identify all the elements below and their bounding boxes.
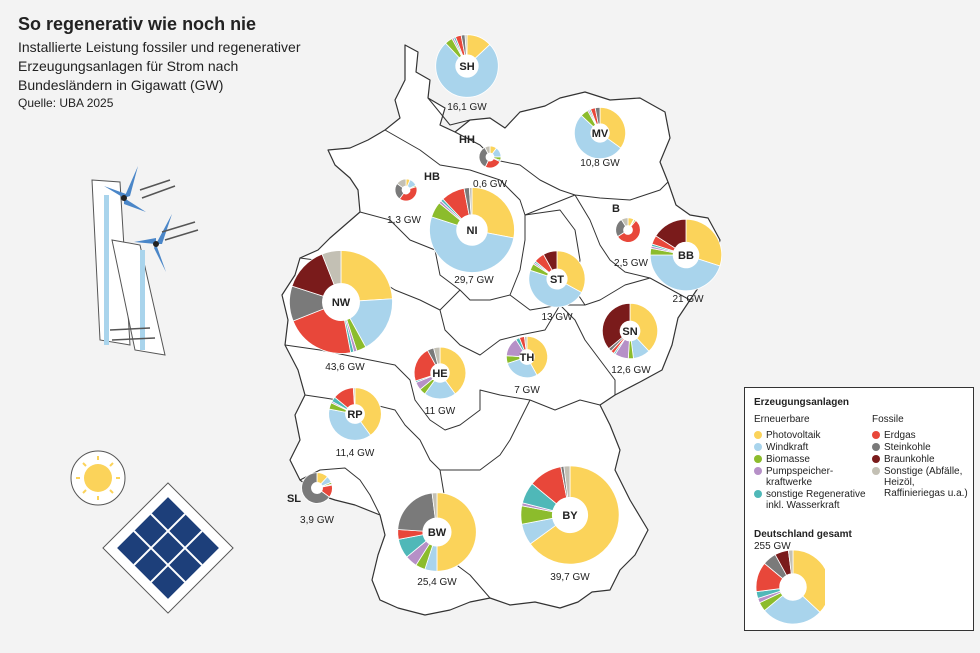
state-total-label-sh: 16,1 GW [447, 102, 487, 113]
state-pie-hb: HB 1,3 GW [387, 171, 440, 226]
legend-item: Photovoltaik [754, 430, 870, 441]
pie-ni-slice-windkraft [429, 216, 515, 273]
state-code-rp: RP [347, 409, 362, 421]
pie-b-hole [623, 225, 633, 235]
state-pie-nw: NW 43,6 GW [289, 250, 393, 373]
pie-hb-hole [402, 186, 410, 194]
state-pie-b: B 2,5 GW [612, 203, 648, 269]
state-pie-ni: NI 29,7 GW [429, 187, 515, 286]
pie-mv-hole [590, 123, 610, 143]
germany-total-pie [755, 549, 825, 625]
legend-item: Erdgas [872, 430, 970, 441]
legend-item: Biomasse [754, 454, 870, 465]
state-pie-rp: RP 11,4 GW [328, 387, 382, 459]
germany-outline [281, 44, 721, 616]
pie-st-hole [546, 268, 568, 290]
state-total-label-th: 7 GW [514, 385, 540, 396]
state-total-label-sl: 3,9 GW [300, 515, 334, 526]
legend-item: Sonstige (Abfälle, Heizöl, Raffinieriega… [872, 466, 970, 499]
state-total-label-hb: 1,3 GW [387, 215, 421, 226]
state-total-label-nw: 43,6 GW [325, 362, 365, 373]
state-code-sl: SL [287, 493, 301, 505]
state-total-label-ni: 29,7 GW [454, 275, 494, 286]
state-total-label-mv: 10,8 GW [580, 158, 620, 169]
germany-total-donut [755, 549, 825, 625]
sun-illustration [70, 450, 126, 506]
legend-item: Steinkohle [872, 442, 970, 453]
chart-subtitle: Installierte Leistung fossiler und regen… [18, 39, 301, 93]
state-code-th: TH [520, 352, 535, 364]
state-code-nw: NW [332, 297, 351, 309]
pie-bw-hole [422, 517, 452, 547]
state-code-b: B [612, 203, 620, 215]
pie-hh-hole [486, 153, 494, 161]
state-code-bb: BB [678, 250, 694, 262]
pie-ni-hole [456, 214, 488, 246]
wind-turbine-illustration [91, 166, 199, 356]
state-pie-he: HE 11 GW [413, 346, 467, 417]
state-pie-st: ST 13 GW [528, 250, 586, 323]
total-hole [779, 573, 807, 601]
state-code-st: ST [550, 274, 564, 286]
pie-by-hole [552, 497, 588, 533]
legend-renewables: Erneuerbare Photovoltaik Windkraft Bioma… [754, 414, 870, 512]
state-code-ni: NI [467, 225, 478, 237]
pie-sl-hole [311, 482, 323, 494]
state-total-label-st: 13 GW [541, 312, 573, 323]
state-pie-sl: SL 3,9 GW [287, 472, 335, 526]
state-pie-th: TH 7 GW [505, 335, 549, 396]
state-code-sn: SN [622, 326, 637, 338]
state-pie-hh: HH 0,6 GW [459, 134, 507, 190]
state-total-label-b: 2,5 GW [614, 258, 648, 269]
state-total-label-by: 39,7 GW [550, 572, 590, 583]
state-pie-mv: MV 10,8 GW [574, 106, 627, 169]
state-total-label-sn: 12,6 GW [611, 365, 651, 376]
state-code-hh: HH [459, 134, 475, 146]
legend-total-value: 255 GW [754, 541, 791, 552]
pie-sh-hole [455, 54, 479, 78]
legend-item: Braunkohle [872, 454, 970, 465]
state-code-bw: BW [428, 527, 447, 539]
pie-th-hole [519, 349, 535, 365]
legend-item: Pumpspeicher-kraftwerke [754, 466, 870, 488]
state-total-label-he: 11 GW [425, 406, 456, 417]
state-pie-bw: BW 25,4 GW [397, 492, 477, 588]
pie-nw-hole [322, 283, 360, 321]
pie-rp-hole [345, 404, 365, 424]
state-total-label-bb: 21 GW [672, 294, 704, 305]
legend-item: Windkraft [754, 442, 870, 453]
state-pie-by: BY 39,7 GW [520, 465, 620, 583]
state-code-sh: SH [459, 61, 474, 73]
legend-fossil-title: Fossile [872, 414, 904, 425]
chart-source: Quelle: UBA 2025 [18, 96, 114, 110]
legend: Erzeugungsanlagen Erneuerbare Photovolta… [744, 387, 974, 631]
pie-rp-slice-windkraft [328, 408, 372, 441]
state-code-mv: MV [592, 128, 609, 140]
state-total-label-rp: 11,4 GW [336, 448, 375, 459]
state-pie-bb: BB 21 GW [649, 218, 723, 305]
state-code-hb: HB [424, 171, 440, 183]
legend-item: sonstige Regenerative inkl. Wasserkraft [754, 489, 870, 511]
state-total-label-hh: 0,6 GW [473, 179, 507, 190]
state-pie-sh: SH 16,1 GW [435, 34, 499, 113]
legend-fossil: Fossile Erdgas Steinkohle Braunkohle Son… [872, 414, 970, 500]
pie-sn-hole [620, 321, 640, 341]
pie-he-hole [430, 363, 450, 383]
state-code-he: HE [432, 368, 447, 380]
legend-renewables-title: Erneuerbare [754, 414, 810, 425]
legend-title: Erzeugungsanlagen [754, 397, 850, 408]
chart-title: So regenerativ wie noch nie [18, 14, 257, 34]
state-pie-sn: SN 12,6 GW [601, 302, 659, 376]
solar-panel-illustration [102, 482, 234, 614]
legend-total-title: Deutschland gesamt [754, 529, 852, 540]
pie-bb-hole [673, 242, 699, 268]
state-code-by: BY [562, 510, 578, 522]
state-total-label-bw: 25,4 GW [417, 577, 457, 588]
